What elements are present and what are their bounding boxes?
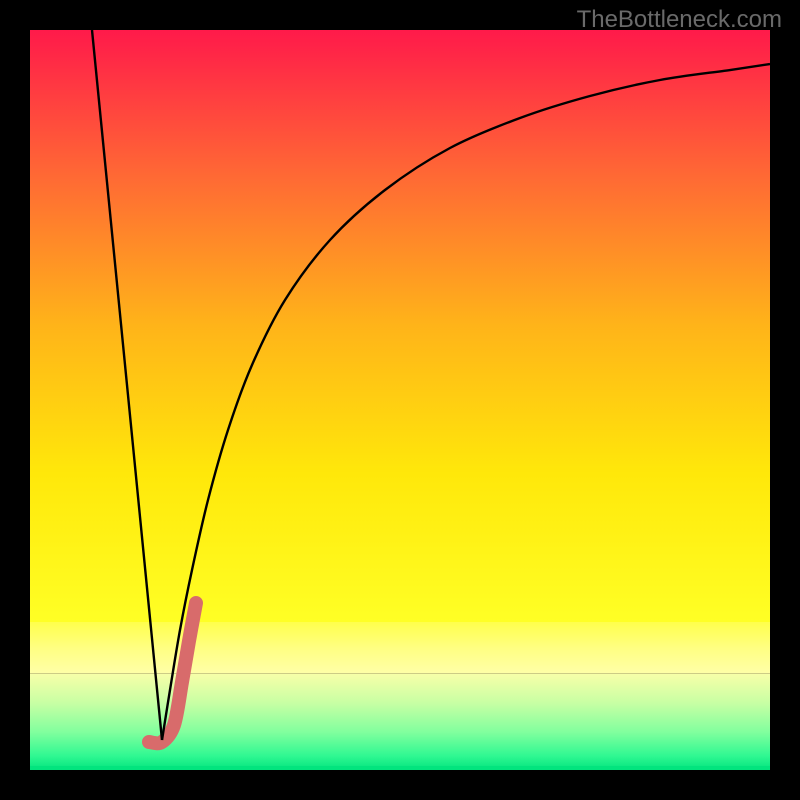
right-curve: [162, 64, 770, 740]
watermark-text: TheBottleneck.com: [577, 6, 782, 34]
left-line: [92, 30, 162, 740]
chart-curves: [30, 30, 770, 770]
plot-area: [30, 30, 770, 770]
